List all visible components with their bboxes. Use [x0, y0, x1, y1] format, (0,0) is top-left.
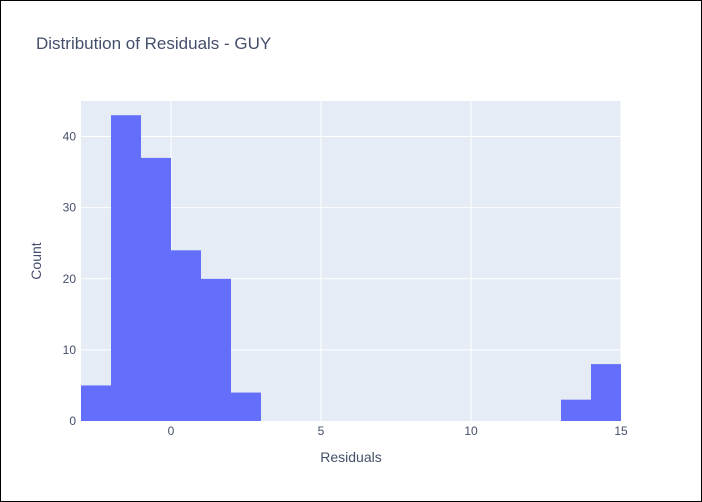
x-tick-label: 5 — [318, 424, 325, 438]
chart-title: Distribution of Residuals - GUY — [36, 34, 272, 53]
y-tick-labels: 0 10 20 30 40 — [63, 130, 77, 428]
x-tick-label: 15 — [614, 424, 628, 438]
x-tick-label: 10 — [464, 424, 478, 438]
histogram-bar — [561, 399, 591, 421]
bars — [81, 115, 621, 421]
y-tick-label: 20 — [63, 272, 77, 286]
y-tick-label: 0 — [69, 414, 76, 428]
histogram-bar — [171, 250, 201, 421]
x-axis-title: Residuals — [320, 449, 381, 465]
y-axis-title: Count — [28, 242, 44, 279]
histogram-bar — [201, 278, 231, 421]
x-tick-label: 0 — [168, 424, 175, 438]
histogram-bar — [111, 115, 141, 421]
histogram-bar — [81, 385, 111, 421]
x-tick-labels: 0 5 10 15 — [168, 424, 628, 438]
histogram-bar — [591, 364, 621, 421]
histogram-bar — [231, 392, 261, 421]
y-tick-label: 10 — [63, 343, 77, 357]
y-tick-label: 40 — [63, 130, 77, 144]
y-tick-label: 30 — [63, 201, 77, 215]
histogram-bar — [141, 157, 171, 421]
